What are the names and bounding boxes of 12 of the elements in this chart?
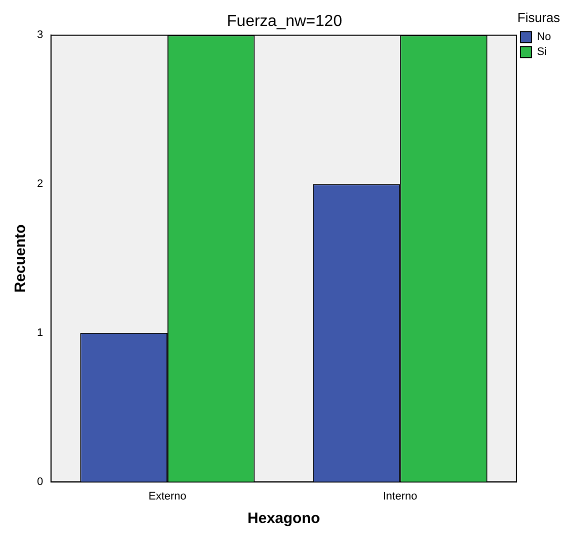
x-tick-label: Interno bbox=[382, 490, 418, 502]
y-tick-label: 1 bbox=[36, 326, 44, 339]
y-axis-title: Recuento bbox=[12, 224, 30, 293]
y-tick-label: 3 bbox=[36, 29, 44, 42]
y-tick-label: 0 bbox=[36, 476, 44, 488]
chart-title: Fuerza_nw=120 bbox=[226, 13, 342, 30]
legend-label: Si bbox=[536, 46, 547, 58]
x-axis-title: Hexagono bbox=[248, 510, 320, 528]
legend-label: No bbox=[536, 31, 551, 44]
y-tick-label: 2 bbox=[36, 178, 44, 190]
legend-title: Fisuras bbox=[517, 10, 561, 26]
x-tick-label: Externo bbox=[148, 490, 186, 502]
